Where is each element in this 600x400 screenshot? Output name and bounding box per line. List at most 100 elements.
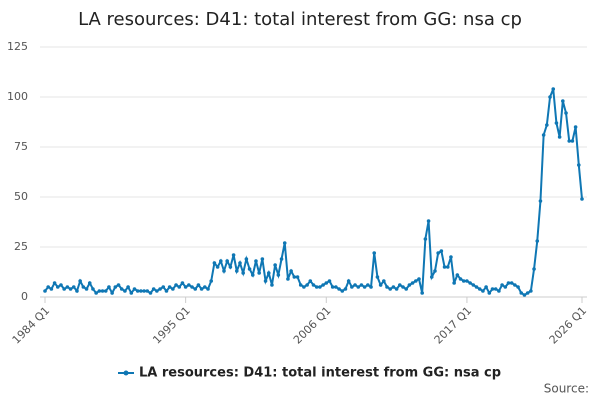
data-point <box>62 287 66 291</box>
data-point <box>263 279 268 283</box>
data-point <box>375 275 380 279</box>
data-point <box>100 289 105 293</box>
y-tick-label: 75 <box>14 140 28 153</box>
data-point <box>535 239 540 243</box>
data-point <box>203 285 207 289</box>
data-line <box>44 88 583 297</box>
data-point <box>270 283 274 287</box>
data-point <box>557 135 562 139</box>
data-point <box>183 285 188 289</box>
data-point <box>68 287 73 291</box>
x-tick-label: 2017 Q1 <box>432 304 475 347</box>
data-point <box>346 279 351 283</box>
data-point <box>123 289 127 293</box>
data-point <box>570 139 575 143</box>
data-point <box>343 287 348 291</box>
y-tick-label: 100 <box>7 90 28 103</box>
data-point <box>254 259 258 263</box>
data-point <box>564 111 568 115</box>
data-point <box>573 125 578 129</box>
data-point <box>455 273 460 277</box>
data-point <box>148 291 153 295</box>
data-point <box>97 289 102 293</box>
data-point <box>577 163 581 167</box>
data-point <box>244 257 249 261</box>
data-point <box>487 291 492 295</box>
data-point <box>238 261 242 265</box>
data-point <box>497 289 501 293</box>
y-tick-label: 25 <box>14 240 28 253</box>
data-point <box>302 285 306 289</box>
x-tick-label: 2026 Q1 <box>547 304 590 347</box>
data-point <box>199 287 204 291</box>
data-point <box>71 285 76 289</box>
data-point <box>145 289 150 293</box>
data-point <box>407 283 412 287</box>
data-point <box>78 279 82 283</box>
source: Source: <box>544 382 589 396</box>
data-point <box>561 99 565 103</box>
data-point <box>410 281 415 285</box>
data-point <box>225 259 229 263</box>
data-point <box>420 291 424 295</box>
data-point <box>321 283 325 287</box>
data-point <box>423 237 428 241</box>
y-tick-label: 50 <box>14 190 28 203</box>
data-point <box>119 287 124 291</box>
data-point <box>91 287 95 291</box>
data-point <box>151 287 156 291</box>
data-point <box>369 285 373 289</box>
data-point <box>87 281 92 285</box>
data-point <box>135 289 140 293</box>
x-tick-label: 1984 Q1 <box>10 304 53 347</box>
data-point <box>59 283 63 287</box>
data-point <box>318 285 322 289</box>
data-point <box>231 253 236 257</box>
data-point <box>481 289 485 293</box>
data-point <box>174 283 178 287</box>
data-point <box>417 277 421 281</box>
data-point <box>519 291 524 295</box>
data-point <box>529 289 533 293</box>
data-point <box>276 273 281 277</box>
data-point <box>266 271 271 275</box>
data-point <box>353 283 357 287</box>
data-point <box>279 257 284 261</box>
data-point <box>385 285 389 289</box>
data-point <box>522 293 527 297</box>
data-point <box>340 289 345 293</box>
data-point <box>436 251 440 255</box>
y-tick-label: 125 <box>7 40 28 53</box>
data-point <box>500 283 504 287</box>
data-point <box>404 287 408 291</box>
data-point <box>222 269 226 273</box>
data-point <box>516 285 520 289</box>
data-point <box>171 287 175 291</box>
data-point <box>362 285 367 289</box>
data-point <box>139 289 143 293</box>
data-point <box>305 283 309 287</box>
data-point <box>289 269 293 273</box>
data-point <box>458 277 463 281</box>
data-point <box>250 273 255 277</box>
data-point <box>257 271 261 275</box>
data-point <box>132 287 137 291</box>
data-point <box>330 285 335 289</box>
data-point <box>439 249 444 253</box>
x-tick-label: 1995 Q1 <box>150 304 193 347</box>
data-point <box>46 285 50 289</box>
data-point <box>484 285 488 289</box>
data-point <box>52 281 57 285</box>
data-point <box>401 285 405 289</box>
data-point <box>538 199 543 203</box>
data-point <box>452 281 456 285</box>
data-point <box>81 285 86 289</box>
data-point <box>532 267 536 271</box>
data-point <box>554 121 559 125</box>
data-point <box>75 289 79 293</box>
data-point <box>247 267 252 271</box>
data-point <box>548 95 552 99</box>
data-point <box>334 285 338 289</box>
data-point <box>43 289 47 293</box>
